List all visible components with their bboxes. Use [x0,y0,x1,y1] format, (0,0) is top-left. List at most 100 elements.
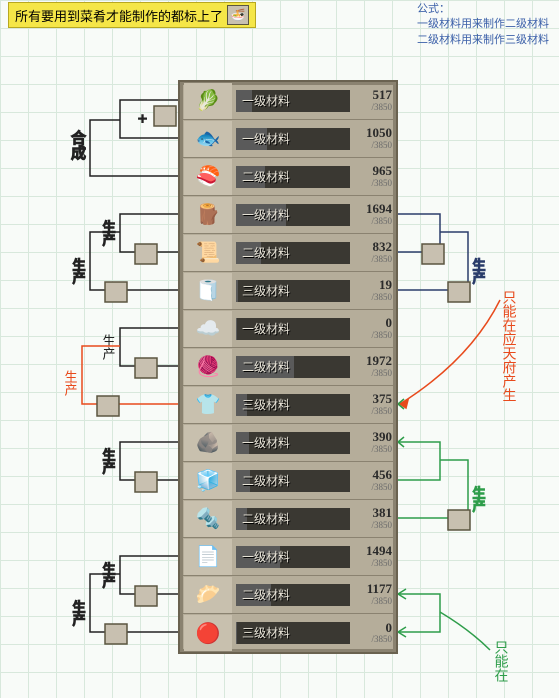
svg-text:只能在: 只能在 [493,640,509,682]
count-max: /3850 [352,635,392,645]
svg-text:生产: 生产 [471,486,486,513]
count-current: 456 [352,468,392,482]
count-max: /3850 [352,559,392,569]
level-bar: 二级材料 [236,166,350,188]
material-icon: 🧊 [184,463,232,499]
count-max: /3850 [352,597,392,607]
svg-text:生产: 生产 [71,258,86,285]
count-max: /3850 [352,141,392,151]
level-bar: 一级材料 [236,128,350,150]
level-bar: 一级材料 [236,318,350,340]
count-box: 456 /3850 [352,468,396,492]
count-max: /3850 [352,521,392,531]
level-bar: 三级材料 [236,394,350,416]
level-label: 一级材料 [242,434,290,451]
count-current: 0 [352,316,392,330]
level-bar: 三级材料 [236,622,350,644]
material-icon: 📄 [184,539,232,575]
level-label: 一级材料 [242,130,290,147]
formula-line2: 二级材料用来制作三级材料 [417,33,549,48]
material-icon: 🪵 [184,197,232,233]
level-label: 二级材料 [242,358,290,375]
svg-text:生产: 生产 [101,448,116,475]
level-bar: 一级材料 [236,204,350,226]
formula-line1: 一级材料用来制作二级材料 [417,17,549,32]
material-icon: 🐟 [184,121,232,157]
svg-text:生产: 生产 [71,600,86,627]
svg-text:生产: 生产 [101,334,116,361]
material-icon: 🧶 [184,349,232,385]
material-icon: 🔴 [184,615,232,651]
level-bar: 二级材料 [236,242,350,264]
count-box: 1972 /3850 [352,354,396,378]
svg-text:生产: 生产 [63,370,78,397]
level-label: 三级材料 [242,396,290,413]
svg-text:只能在应天府产生: 只能在应天府产生 [501,290,517,402]
material-row: 🪨 一级材料 390 /3850 [180,424,396,462]
level-label: 一级材料 [242,206,290,223]
material-row: 🧻 三级材料 19 /3850 [180,272,396,310]
count-max: /3850 [352,407,392,417]
level-bar: 一级材料 [236,432,350,454]
level-bar: 一级材料 [236,546,350,568]
count-max: /3850 [352,179,392,189]
level-bar: 三级材料 [236,280,350,302]
count-box: 19 /3850 [352,278,396,302]
count-current: 0 [352,621,392,635]
count-current: 517 [352,88,392,102]
count-current: 1972 [352,354,392,368]
material-row: 📄 一级材料 1494 /3850 [180,538,396,576]
count-max: /3850 [352,369,392,379]
material-row: 📜 二级材料 832 /3850 [180,234,396,272]
material-row: 🥬 一级材料 517 /3850 [180,82,396,120]
count-current: 381 [352,506,392,520]
level-label: 二级材料 [242,586,290,603]
formula-title: 公式： [417,2,549,17]
level-label: 二级材料 [242,168,290,185]
count-box: 375 /3850 [352,392,396,416]
level-bar: 二级材料 [236,584,350,606]
material-icon: 🔩 [184,501,232,537]
svg-text:生产: 生产 [471,258,486,285]
count-current: 375 [352,392,392,406]
count-box: 0 /3850 [352,621,396,645]
count-box: 1494 /3850 [352,544,396,568]
count-box: 832 /3850 [352,240,396,264]
level-bar: 一级材料 [236,90,350,112]
material-panel: 🥬 一级材料 517 /3850 🐟 一级材料 1050 /3850 🍣 二级材… [178,80,398,654]
level-label: 二级材料 [242,472,290,489]
material-row: ☁️ 一级材料 0 /3850 [180,310,396,348]
material-icon: 📜 [184,235,232,271]
formula-block: 公式： 一级材料用来制作二级材料 二级材料用来制作三级材料 [417,2,549,48]
svg-text:+: + [138,111,147,128]
material-row: 🔩 二级材料 381 /3850 [180,500,396,538]
material-icon: 🪨 [184,425,232,461]
level-label: 二级材料 [242,510,290,527]
level-label: 一级材料 [242,92,290,109]
level-bar: 二级材料 [236,470,350,492]
count-current: 832 [352,240,392,254]
count-box: 1177 /3850 [352,582,396,606]
count-box: 390 /3850 [352,430,396,454]
svg-text:生产: 生产 [101,220,116,247]
count-box: 517 /3850 [352,88,396,112]
count-current: 1177 [352,582,392,596]
level-bar: 二级材料 [236,508,350,530]
count-current: 1050 [352,126,392,140]
count-box: 1050 /3850 [352,126,396,150]
count-current: 1494 [352,544,392,558]
material-row: 🪵 一级材料 1694 /3850 [180,196,396,234]
material-icon: ☁️ [184,311,232,347]
count-box: 381 /3850 [352,506,396,530]
material-icon: 🍣 [184,159,232,195]
count-box: 965 /3850 [352,164,396,188]
material-row: 🧶 二级材料 1972 /3850 [180,348,396,386]
count-current: 1694 [352,202,392,216]
material-row: 👕 三级材料 375 /3850 [180,386,396,424]
material-row: 🧊 二级材料 456 /3850 [180,462,396,500]
header-note: 所有要用到菜肴才能制作的都标上了 [8,2,256,28]
level-label: 二级材料 [242,244,290,261]
level-bar: 二级材料 [236,356,350,378]
count-box: 1694 /3850 [352,202,396,226]
count-box: 0 /3850 [352,316,396,340]
